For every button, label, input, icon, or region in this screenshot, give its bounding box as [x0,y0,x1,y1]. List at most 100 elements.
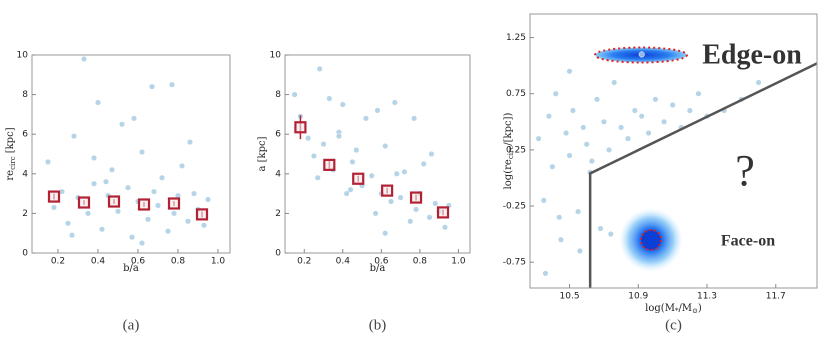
data-point [70,133,78,140]
data-point [349,158,356,165]
label-text: a [kpc] [257,136,268,171]
binned-median [409,191,423,204]
y-tick-label: 0 [275,249,281,259]
y-tick-label: -0.75 [503,258,526,268]
label-text: ) [698,303,702,314]
y-tick-label: 4 [22,169,28,179]
annotation: Edge-on [702,39,802,70]
y-tick-label: -0.25 [503,202,526,212]
y-axis-label: a [kpc] [257,136,268,171]
y-axis-label: recirc [kpc] [5,127,18,180]
y-tick-label: 2 [22,209,28,219]
data-point [326,95,333,102]
data-point [335,133,343,140]
x-tick-label: 0.2 [297,257,311,267]
data-point [148,83,156,90]
data-point [362,115,369,122]
data-point [607,231,614,238]
binned-median [436,206,450,219]
label-text: log(M [645,303,675,314]
data-point [557,236,564,243]
data-point [755,79,762,86]
data-point [401,168,408,175]
data-point [652,96,659,103]
data-point [638,113,645,120]
data-point [64,220,72,227]
data-point [583,141,590,148]
annotation: ? [735,146,755,195]
data-point [428,150,435,158]
data-point [339,101,346,108]
data-point [638,51,645,58]
x-tick-label: 0.8 [413,257,428,267]
data-point [80,55,88,63]
y-tick-label: 10 [17,51,29,61]
data-point [542,270,549,277]
x-tick-label: 0.6 [131,257,146,267]
x-tick-label: 0.8 [171,257,186,267]
data-point [310,152,317,160]
face-on-galaxy [640,229,662,251]
data-point [407,218,414,225]
y-tick-label: 2 [275,209,281,219]
data-point [170,210,178,217]
binned-median [323,158,336,171]
data-point [588,158,595,165]
label-text: [kpc] [5,127,16,156]
data-point [391,99,398,106]
panel-caption: (b) [369,317,387,333]
label-subscript: circ [507,146,515,160]
data-point [368,172,375,179]
x-tick-label: 11.7 [766,292,786,302]
y-tick-label: 4 [275,169,281,179]
data-point [347,186,354,193]
data-point [611,79,618,86]
data-point [569,107,577,114]
label-subscript: ⊙ [692,307,698,315]
x-tick-label: 1.0 [211,257,226,267]
data-point [624,135,632,142]
data-point [190,190,198,197]
label-text: /M [678,303,692,314]
data-point [412,206,420,213]
data-point [631,107,638,114]
data-point [150,188,158,195]
data-point [164,228,172,235]
label-text: b/a [370,263,386,274]
x-tick-label: 11.3 [697,292,717,302]
data-point [576,247,583,254]
data-point [549,163,556,170]
data-point [545,113,552,120]
data-point [138,148,146,156]
data-point [305,135,312,142]
data-point [669,101,676,109]
data-point [84,210,92,217]
plot-frame [529,13,818,289]
data-point [566,68,573,75]
data-point [686,107,693,114]
data-point [420,160,427,167]
data-point [291,91,298,98]
data-point [552,90,559,97]
data-point [314,174,321,181]
data-point [90,180,98,187]
binned-median [381,184,394,197]
data-point [343,190,350,197]
binned-median [137,198,151,211]
data-point [178,162,186,169]
binned-median [77,196,91,209]
data-point [118,121,126,128]
label-text: re [5,170,16,181]
data-point [50,204,58,211]
x-axis-label: log(M*/M⊙) [645,303,702,316]
data-point [353,146,360,154]
boundary-line [588,62,818,288]
label-text: /[kpc]) [503,113,514,146]
label-subscript: circ [9,156,17,170]
data-point [593,96,601,103]
data-point [44,158,52,165]
plot-frame [31,54,231,254]
y-tick-label: 0.75 [506,89,526,99]
y-tick-label: 6 [22,130,28,140]
